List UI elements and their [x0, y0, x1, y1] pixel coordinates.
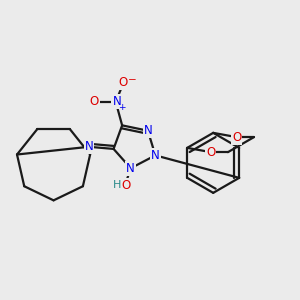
Text: −: −	[128, 75, 136, 85]
Text: O: O	[118, 76, 128, 89]
Text: N: N	[112, 95, 121, 108]
Text: N: N	[85, 140, 93, 153]
Text: N: N	[126, 162, 135, 175]
Text: O: O	[206, 146, 215, 159]
Text: O: O	[232, 130, 242, 144]
Text: +: +	[118, 103, 126, 112]
Text: N: N	[151, 149, 160, 162]
Text: H: H	[112, 180, 121, 190]
Text: N: N	[143, 124, 152, 137]
Text: O: O	[90, 95, 99, 108]
Text: O: O	[122, 179, 131, 192]
